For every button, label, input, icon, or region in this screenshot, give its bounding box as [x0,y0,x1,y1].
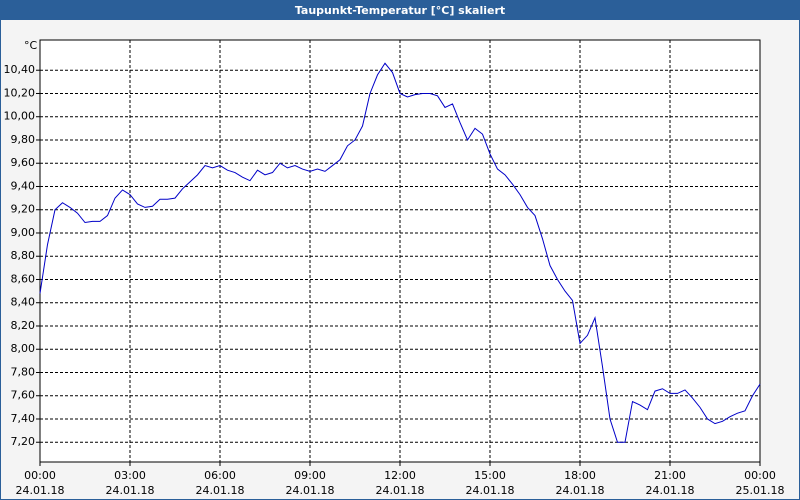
y-tick-label: 7,80 [11,365,36,378]
x-tick-date: 24.01.18 [556,484,605,497]
y-tick-label: 9,20 [11,203,36,216]
y-tick-label: 7,20 [11,435,36,448]
y-tick-label: 9,40 [11,179,36,192]
x-tick-date: 24.01.18 [376,484,425,497]
y-tick-label: 8,20 [11,319,36,332]
y-tick-label: 8,40 [11,296,36,309]
x-tick-label: 21:00 [654,469,686,482]
x-tick-label: 00:00 [24,469,56,482]
y-tick-label: 8,80 [11,249,36,262]
y-unit: °C [24,39,38,52]
y-tick-label: 7,60 [11,389,36,402]
x-tick-date: 24.01.18 [106,484,155,497]
y-tick-label: 9,00 [11,226,36,239]
x-tick-date: 25.01.18 [736,484,785,497]
y-tick-label: 7,40 [11,412,36,425]
y-tick-label: 10,20 [4,86,36,99]
x-tick-date: 24.01.18 [196,484,245,497]
x-tick-date: 24.01.18 [286,484,335,497]
x-tick-label: 06:00 [204,469,236,482]
y-tick-label: 8,00 [11,342,36,355]
x-tick-date: 24.01.18 [16,484,65,497]
x-tick-label: 18:00 [564,469,596,482]
title-bar [0,0,800,20]
x-tick-label: 15:00 [474,469,506,482]
x-tick-date: 24.01.18 [646,484,695,497]
y-tick-label: 10,00 [4,110,36,123]
data-line [39,62,761,443]
x-tick-label: 00:00 [744,469,776,482]
chart-title: Taupunkt-Temperatur [°C] skaliert [295,4,505,17]
y-tick-label: 8,60 [11,272,36,285]
y-tick-label: 9,80 [11,133,36,146]
y-tick-label: 9,60 [11,156,36,169]
x-tick-date: 24.01.18 [466,484,515,497]
x-tick-label: 12:00 [384,469,416,482]
x-tick-label: 03:00 [114,469,146,482]
x-tick-label: 09:00 [294,469,326,482]
y-tick-label: 10,40 [4,63,36,76]
